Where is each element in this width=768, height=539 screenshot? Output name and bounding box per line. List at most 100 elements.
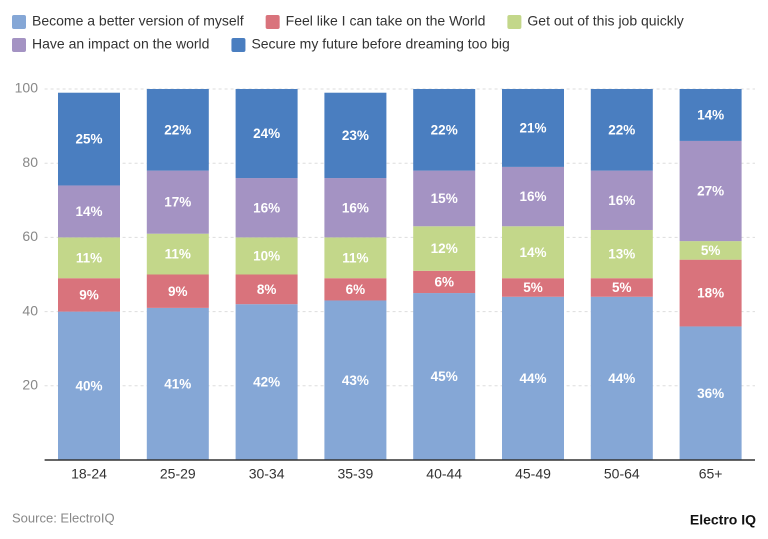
bar-segment <box>235 178 298 238</box>
value-label: 17% <box>164 195 191 210</box>
value-label: 22% <box>431 122 458 137</box>
bar-segment <box>58 237 120 279</box>
x-tick-label: 45-49 <box>515 466 551 482</box>
x-tick-label: 35-39 <box>337 466 373 482</box>
value-label: 42% <box>253 375 280 390</box>
value-label: 5% <box>612 280 632 295</box>
value-label: 6% <box>434 274 454 289</box>
bar-segment <box>413 89 476 171</box>
y-tick-label: 80 <box>22 154 38 170</box>
legend-label: Secure my future before dreaming too big <box>251 36 509 52</box>
bar-segment <box>58 311 120 460</box>
bar-segment <box>502 296 564 460</box>
value-label: 45% <box>431 369 458 384</box>
bar-segment <box>58 92 120 186</box>
value-label: 8% <box>257 282 277 297</box>
legend-item: Get out of this job quickly <box>507 13 684 29</box>
bar-segment <box>679 140 742 242</box>
bar-segment <box>324 300 387 460</box>
bar-segment <box>502 166 564 227</box>
value-label: 25% <box>75 132 102 147</box>
y-tick-label: 40 <box>22 302 38 318</box>
value-label: 5% <box>523 280 543 295</box>
bar-segment <box>413 270 476 294</box>
legend-label: Feel like I can take on the World <box>286 13 486 29</box>
value-label: 41% <box>164 377 191 392</box>
legend-item: Become a better version of myself <box>12 13 244 29</box>
bar-segment <box>146 307 209 460</box>
bar-segment <box>58 278 120 312</box>
bar-segment <box>235 274 298 305</box>
value-label: 23% <box>342 128 369 143</box>
bar-segment <box>324 278 387 301</box>
value-label: 14% <box>697 108 724 123</box>
bar-segment <box>413 170 476 227</box>
watermark: Electro IQ <box>690 512 756 528</box>
legend-item: Secure my future before dreaming too big <box>231 36 510 52</box>
bar-segment <box>146 233 209 275</box>
value-label: 44% <box>519 371 546 386</box>
legend-swatch <box>12 15 26 29</box>
legend-swatch <box>265 15 280 29</box>
legend-label: Get out of this job quickly <box>527 13 683 29</box>
value-label: 18% <box>697 286 724 301</box>
value-label: 43% <box>342 373 369 388</box>
x-tick-label: 50-64 <box>604 466 640 482</box>
bar-segment <box>590 278 653 297</box>
value-label: 10% <box>253 249 280 264</box>
bar-segment <box>235 304 298 460</box>
bar-segment <box>235 237 298 275</box>
value-label: 40% <box>75 378 102 393</box>
bar-segment <box>324 237 387 279</box>
bar-segment <box>590 296 653 460</box>
source: Source: ElectroIQ <box>12 510 115 525</box>
bar-segment <box>590 89 653 171</box>
bar-segment <box>590 229 653 279</box>
value-label: 6% <box>346 282 366 297</box>
bar-segment <box>502 89 564 167</box>
value-label: 44% <box>608 371 635 386</box>
bar-segment <box>413 293 476 460</box>
x-tick-label: 40-44 <box>426 466 462 482</box>
bar-segment <box>58 185 120 238</box>
bar-segment <box>679 89 742 141</box>
value-label: 22% <box>164 122 191 137</box>
bar-segment <box>502 278 564 297</box>
bar-segment <box>679 259 742 327</box>
value-label: 36% <box>697 386 724 401</box>
value-label: 9% <box>168 284 188 299</box>
value-label: 14% <box>519 245 546 260</box>
bar-segment <box>324 92 387 179</box>
bar-segment <box>324 178 387 238</box>
value-label: 14% <box>75 204 102 219</box>
value-label: 24% <box>253 126 280 141</box>
value-label: 16% <box>519 189 546 204</box>
legend-swatch <box>231 38 246 52</box>
legend-swatch <box>12 38 26 52</box>
value-label: 16% <box>253 200 280 215</box>
x-tick-label: 30-34 <box>249 466 285 482</box>
value-label: 16% <box>608 193 635 208</box>
bar-segment <box>502 226 564 279</box>
value-label: 27% <box>697 184 724 199</box>
bar-segment <box>146 274 209 308</box>
bar-segment <box>413 226 476 271</box>
legend-label: Have an impact on the world <box>32 36 209 52</box>
bar-segment <box>590 170 653 230</box>
bar-segment <box>679 241 742 260</box>
value-label: 16% <box>342 200 369 215</box>
bar-segment <box>235 89 298 179</box>
legend-swatch <box>507 15 522 29</box>
value-label: 11% <box>165 247 191 262</box>
value-label: 15% <box>431 191 458 206</box>
y-tick-label: 100 <box>15 80 39 96</box>
value-label: 21% <box>519 121 546 136</box>
value-label: 22% <box>608 122 635 137</box>
value-label: 12% <box>431 241 458 256</box>
legend-item: Feel like I can take on the World <box>265 13 486 29</box>
value-label: 11% <box>76 250 102 265</box>
x-tick-label: 25-29 <box>160 466 196 482</box>
bar-segment <box>146 89 209 171</box>
bar-segment <box>679 326 742 460</box>
